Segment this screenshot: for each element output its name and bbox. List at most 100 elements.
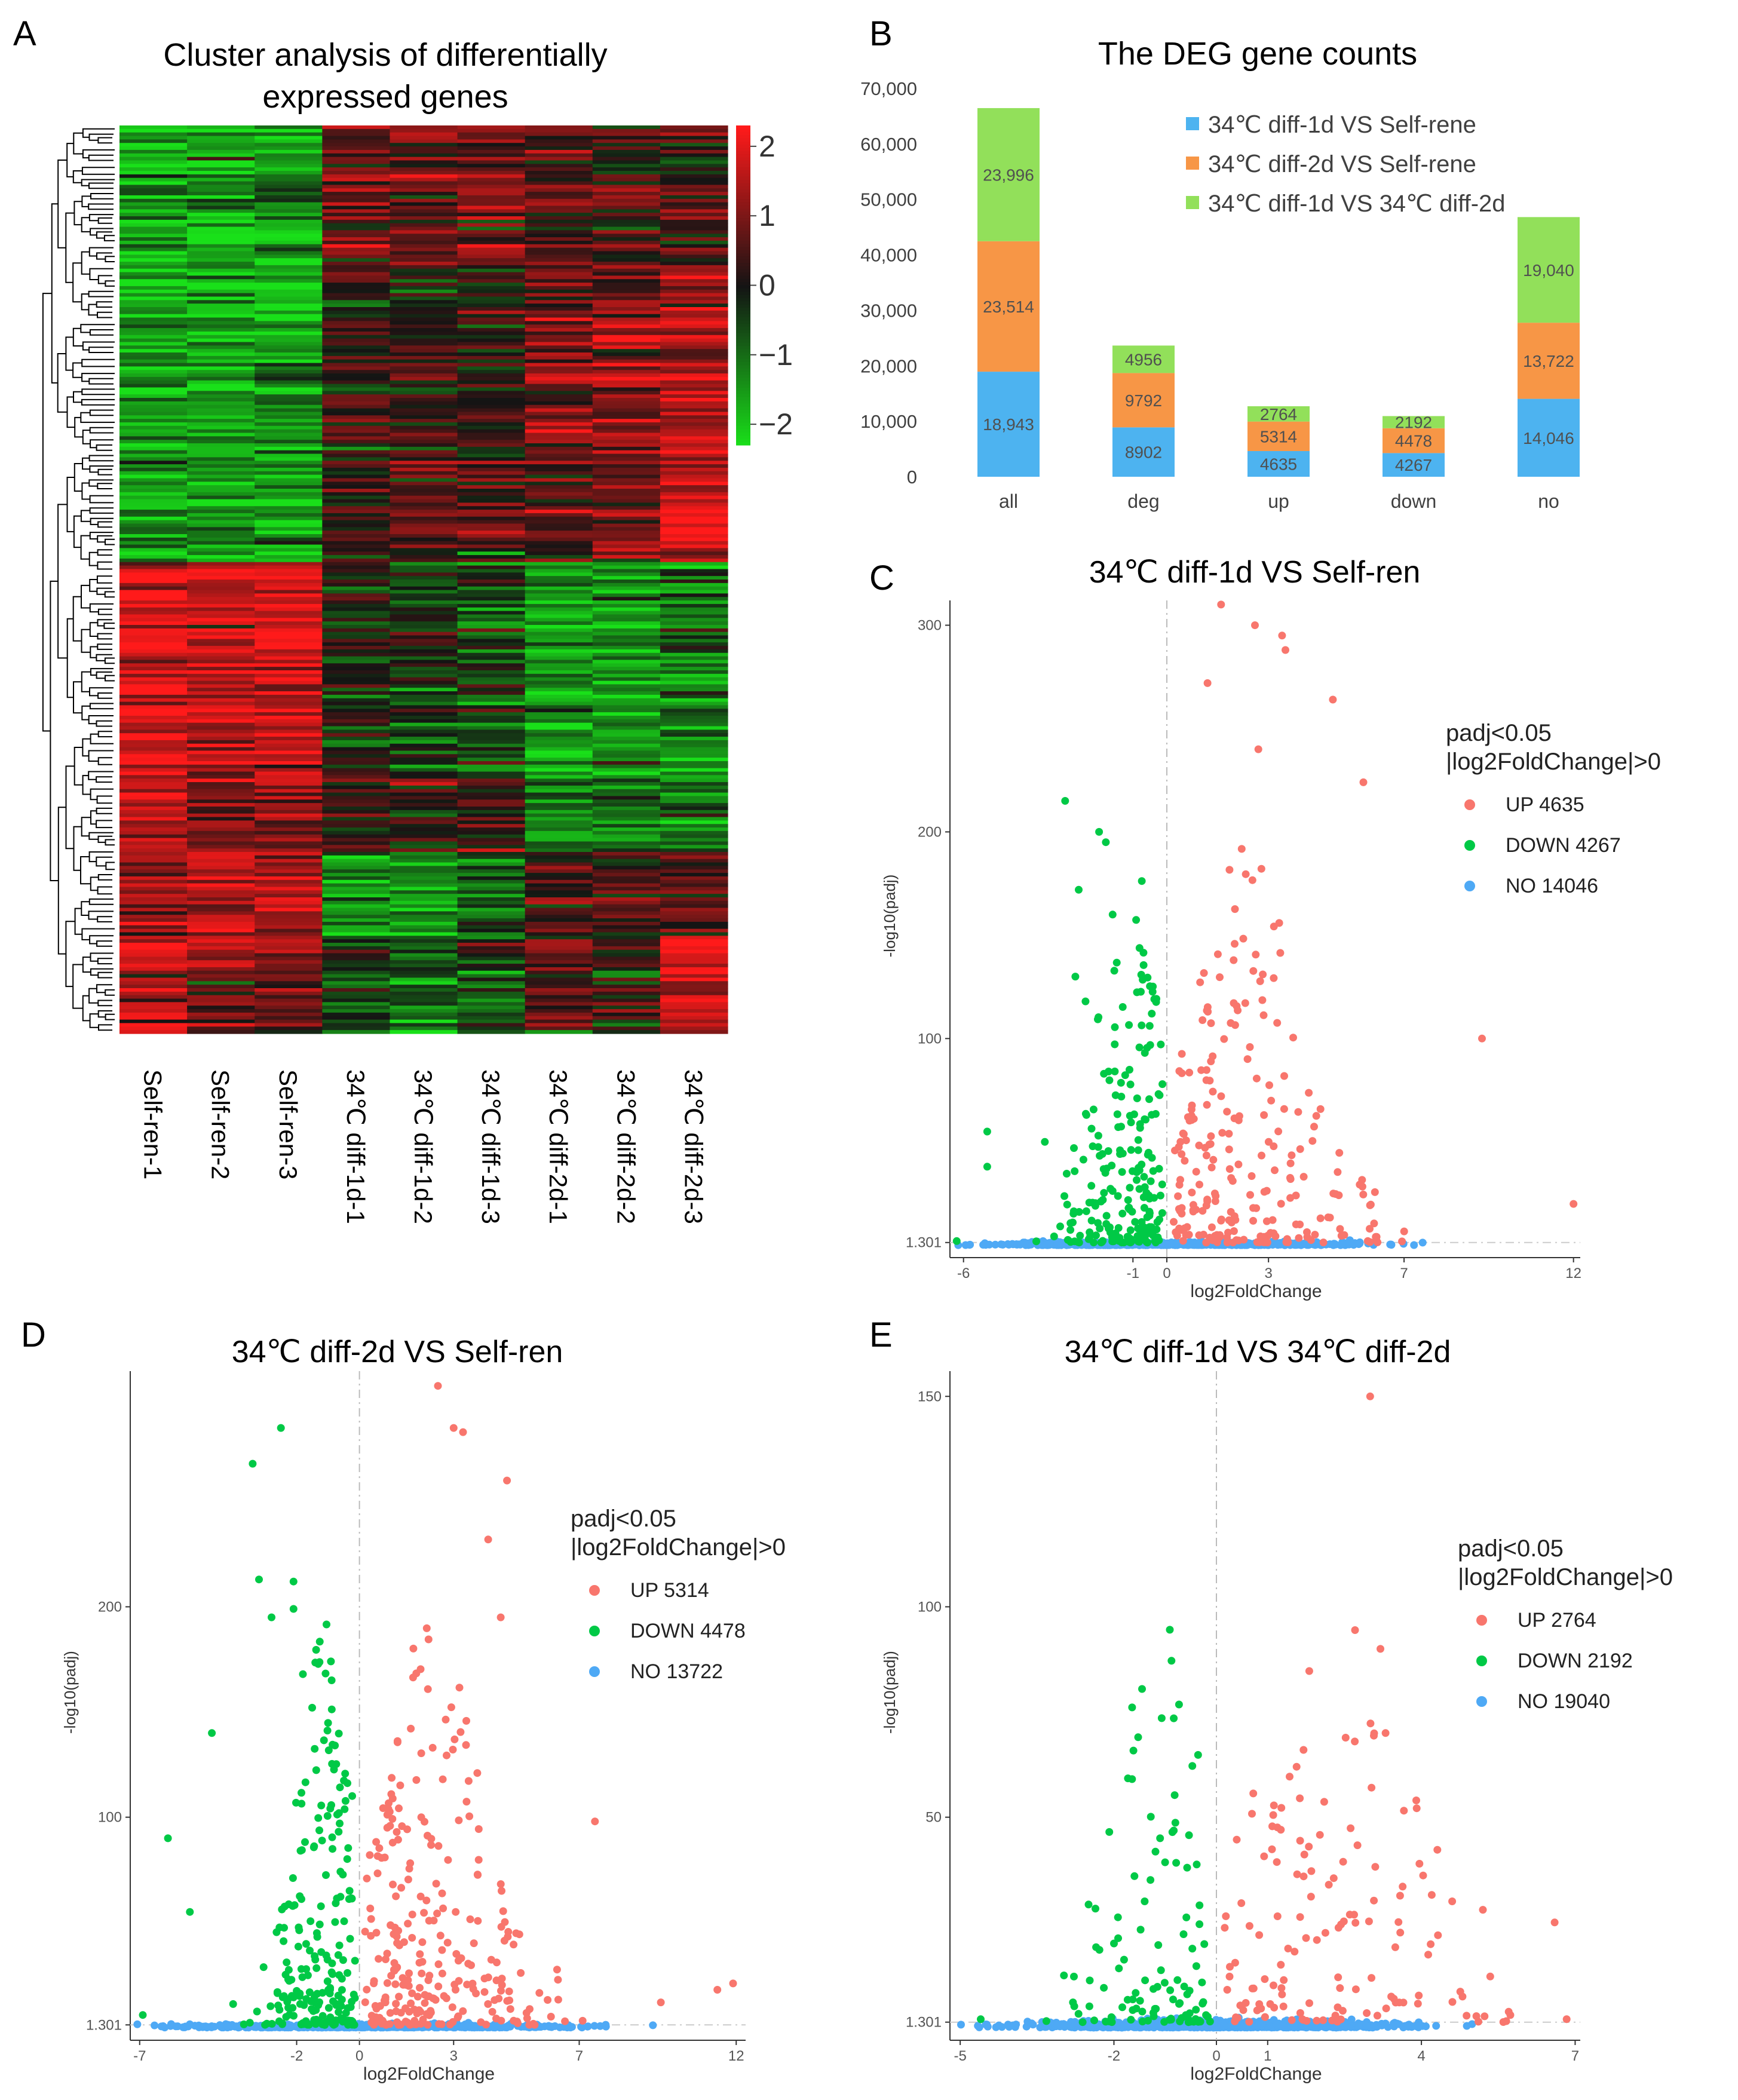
heatmap-cell xyxy=(660,265,728,269)
heatmap-cell xyxy=(390,939,458,943)
heatmap-cell xyxy=(525,583,593,587)
heatmap-cell xyxy=(322,345,391,350)
heatmap-cell xyxy=(457,820,526,824)
heatmap-cell xyxy=(390,408,458,412)
point-up xyxy=(1312,1112,1320,1120)
heatmap-cell xyxy=(390,775,458,779)
heatmap-cell xyxy=(457,544,526,548)
heatmap-cell xyxy=(592,900,661,905)
point-up xyxy=(1198,1016,1207,1024)
heatmap-cell xyxy=(660,268,728,273)
point-down xyxy=(266,2002,275,2010)
heatmap-cell xyxy=(390,824,458,828)
heatmap-cell xyxy=(255,576,323,580)
colorbar-segment xyxy=(736,355,750,360)
heatmap-cell xyxy=(592,181,661,185)
heatmap-cell xyxy=(187,174,255,179)
heatmap-cell xyxy=(525,247,593,252)
heatmap-cell xyxy=(119,401,188,406)
heatmap-cell xyxy=(255,128,323,133)
heatmap-cell xyxy=(525,555,593,559)
dendrogram-branch xyxy=(96,444,112,451)
heatmap-cell xyxy=(457,412,526,416)
heatmap-cell xyxy=(390,499,458,503)
heatmap-cell xyxy=(525,618,593,622)
heatmap-cell xyxy=(660,474,728,479)
heatmap-cell xyxy=(255,894,323,898)
heatmap-cell xyxy=(592,925,661,930)
heatmap-cell xyxy=(660,904,728,909)
heatmap-cell xyxy=(592,827,661,832)
colorbar-segment xyxy=(736,211,750,216)
heatmap-cell xyxy=(187,639,255,643)
heatmap-cell xyxy=(187,520,255,525)
heatmap-cell xyxy=(322,408,391,412)
heatmap-cell xyxy=(660,510,728,514)
point-no xyxy=(1354,1240,1363,1248)
dendrogram-branch xyxy=(73,681,82,714)
y-axis-label: -log10(padj) xyxy=(61,1651,79,1734)
point-up xyxy=(1249,967,1258,975)
heatmap-cell xyxy=(187,317,255,321)
colorbar-segment xyxy=(736,342,750,347)
heatmap-cell xyxy=(119,258,188,262)
heatmap-cell xyxy=(457,631,526,636)
point-down xyxy=(314,2001,323,2009)
heatmap-cell xyxy=(525,1026,593,1031)
heatmap-cell xyxy=(592,551,661,556)
heatmap-cell xyxy=(322,1019,391,1024)
heatmap-cell xyxy=(255,792,323,797)
colorbar-segment xyxy=(736,221,750,225)
heatmap-cell xyxy=(660,328,728,332)
heatmap-cell xyxy=(592,492,661,496)
point-up xyxy=(408,1911,416,1918)
heatmap-cell xyxy=(457,440,526,444)
heatmap-cell xyxy=(525,883,593,888)
heatmap-cell xyxy=(660,446,728,451)
heatmap-cell xyxy=(525,949,593,954)
heatmap-cell xyxy=(592,174,661,179)
heatmap-cell xyxy=(119,883,188,888)
heatmap-cell xyxy=(592,324,661,329)
heatmap-cell xyxy=(255,628,323,633)
heatmap-cell xyxy=(457,792,526,797)
point-no xyxy=(1418,1238,1427,1247)
heatmap-cell xyxy=(457,761,526,765)
heatmap-cell xyxy=(322,789,391,793)
heatmap-cell xyxy=(592,185,661,189)
heatmap-cell xyxy=(187,614,255,618)
heatmap-cell xyxy=(119,478,188,482)
heatmap-cell xyxy=(660,482,728,486)
heatmap-cell xyxy=(592,586,661,591)
heatmap-cell xyxy=(457,537,526,542)
heatmap-cell xyxy=(187,964,255,968)
point-down xyxy=(1138,1160,1146,1169)
heatmap-cell xyxy=(525,192,593,196)
heatmap-cell xyxy=(119,792,188,797)
heatmap-cell xyxy=(187,1005,255,1010)
point-up xyxy=(1230,1114,1239,1123)
point-down xyxy=(334,1951,342,1959)
point-up xyxy=(363,1985,371,1994)
point-down xyxy=(1145,1022,1154,1030)
point-up xyxy=(506,2005,514,2013)
heatmap-cell xyxy=(390,149,458,154)
point-down xyxy=(309,1843,318,1851)
heatmap-cell xyxy=(525,531,593,535)
heatmap-cell xyxy=(187,192,255,196)
heatmap-cell xyxy=(255,597,323,601)
heatmap-cell xyxy=(592,467,661,472)
heatmap-cell xyxy=(457,234,526,238)
heatmap-cell xyxy=(525,310,593,315)
heatmap-cell xyxy=(457,782,526,786)
heatmap-cell xyxy=(322,213,391,217)
heatmap-cell xyxy=(255,879,323,884)
heatmap-cell xyxy=(457,785,526,790)
heatmap-cell xyxy=(592,1002,661,1006)
heatmap-cell xyxy=(390,866,458,870)
point-down xyxy=(1118,1168,1126,1176)
heatmap-cell xyxy=(525,453,593,458)
heatmap-cell xyxy=(390,782,458,786)
dendrogram-branch xyxy=(97,971,112,979)
heatmap-cell xyxy=(187,485,255,489)
